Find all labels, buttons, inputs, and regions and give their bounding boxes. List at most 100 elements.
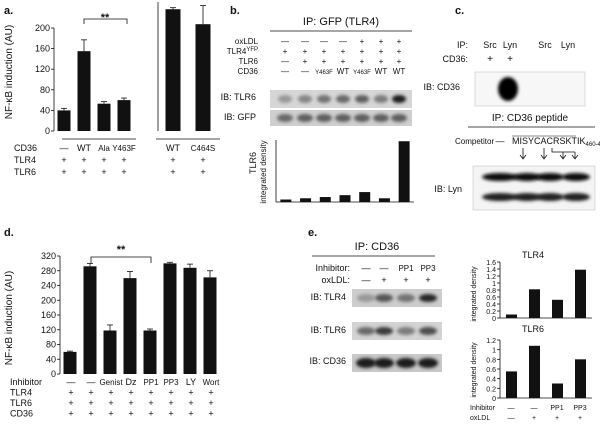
ip-lane-label: Lyn bbox=[561, 40, 575, 50]
panel-label-d: d. bbox=[4, 227, 14, 239]
panel-a-right-chart bbox=[157, 2, 211, 132]
blot-band bbox=[374, 358, 394, 368]
row-value: WT bbox=[393, 67, 406, 76]
row-value: + bbox=[188, 398, 193, 408]
row-value: + bbox=[360, 47, 365, 56]
row-value: + bbox=[148, 409, 153, 419]
row-value: + bbox=[121, 155, 126, 165]
panel-e: IP: CD36 Inhibitor: — — PP1 PP3 oxLDL: — + + + IB… bbox=[309, 241, 592, 422]
y-tick-label: 200 bbox=[35, 23, 50, 33]
row-value: PP1 bbox=[143, 378, 159, 387]
panel-c: IP: CD36: Src Lyn Src Lyn + + IB: CD36 IP: CD… bbox=[423, 40, 600, 211]
row-label: CD36 bbox=[238, 67, 259, 76]
lyn-band bbox=[513, 193, 541, 201]
panel-e-tlr6-title: TLR6 bbox=[522, 324, 544, 334]
panel-label-a: a. bbox=[4, 5, 13, 17]
panel-a-significance-bracket bbox=[83, 18, 128, 24]
y-tick-label: 0.6 bbox=[486, 367, 496, 374]
lyn-band bbox=[482, 193, 518, 201]
panel-c-lane-headers: Src Lyn Src Lyn + + bbox=[483, 40, 575, 65]
panel-a: NF-κB induction (AU) 0 40 80 120 160 200 ** C… bbox=[4, 2, 220, 177]
row-value: + bbox=[381, 275, 386, 285]
row-value: + bbox=[170, 155, 175, 165]
row-value: + bbox=[128, 398, 133, 408]
y-tick-label: 120 bbox=[35, 64, 50, 74]
row-value: PP3 bbox=[420, 264, 436, 273]
y-tick-label: 80 bbox=[46, 340, 56, 350]
blot-band bbox=[392, 95, 406, 103]
blot-band bbox=[357, 294, 375, 302]
row-value: — bbox=[281, 57, 289, 66]
row-value: + bbox=[208, 398, 213, 408]
row-label: TLR6 bbox=[14, 167, 36, 177]
panel-c-peptide-seq: MISYCACRSKTIK bbox=[512, 136, 586, 146]
row-value: + bbox=[283, 47, 288, 56]
bar bbox=[398, 141, 410, 202]
blot-band bbox=[391, 114, 407, 122]
row-value: + bbox=[397, 37, 402, 46]
panel-b-ylabel-bottom: integrated density bbox=[259, 140, 268, 203]
row-value: + bbox=[108, 398, 113, 408]
panel-d-significance: ** bbox=[117, 244, 126, 256]
blot-band bbox=[356, 358, 376, 368]
y-tick-label: 0.4 bbox=[486, 377, 496, 384]
panel-c-cd36-label: CD36: bbox=[442, 54, 468, 64]
row-value: + bbox=[170, 167, 175, 177]
row-value: + bbox=[108, 388, 113, 398]
lyn-band bbox=[513, 173, 541, 181]
bar bbox=[506, 371, 517, 398]
blot-band bbox=[277, 114, 293, 122]
bar bbox=[103, 330, 117, 374]
panel-e-blot-label-cd36: IB: CD36 bbox=[309, 356, 346, 366]
row-value: PP1 bbox=[550, 405, 563, 412]
row-value: — bbox=[380, 263, 389, 273]
row-value: + bbox=[303, 47, 308, 56]
row-value: + bbox=[397, 57, 402, 66]
row-value: + bbox=[403, 275, 408, 285]
panel-b-blot-label-tlr6: IB: TLR6 bbox=[221, 92, 256, 102]
row-value: WT bbox=[375, 67, 388, 76]
row-value: + bbox=[128, 409, 133, 419]
bar bbox=[378, 198, 390, 202]
row-value: Ala bbox=[98, 144, 110, 153]
blot-band bbox=[298, 95, 312, 103]
y-tick-label: 280 bbox=[41, 266, 56, 276]
row-value: + bbox=[101, 155, 106, 165]
row-value: + bbox=[360, 37, 365, 46]
y-tick-label: 0.6 bbox=[486, 295, 496, 302]
blot-band bbox=[419, 294, 437, 302]
blot-band bbox=[418, 358, 438, 368]
row-value: — bbox=[301, 67, 309, 76]
row-value: + bbox=[68, 388, 73, 398]
row-value: C464S bbox=[191, 144, 215, 153]
y-tick-label: 0 bbox=[45, 126, 50, 136]
row-value: + bbox=[532, 415, 536, 422]
panel-label-e: e. bbox=[308, 227, 317, 239]
row-value: + bbox=[360, 57, 365, 66]
row-value: — bbox=[362, 275, 371, 285]
row-value: Dz bbox=[126, 377, 137, 387]
row-value: + bbox=[425, 275, 430, 285]
ip-lane-label: Src bbox=[538, 40, 552, 50]
blot-band bbox=[316, 114, 332, 122]
row-value: — bbox=[508, 415, 515, 422]
panel-e-chart-rows: Inhibitor — — PP1 PP3 oxLDL — + + + bbox=[470, 405, 587, 422]
ip-lane-label: Src bbox=[483, 40, 497, 50]
row-value: + bbox=[88, 388, 93, 398]
arrow-bracket-icon bbox=[551, 148, 579, 160]
bar bbox=[57, 110, 71, 131]
row-value: — bbox=[67, 377, 76, 387]
row-value: + bbox=[61, 167, 66, 177]
panel-d: NF-κB induction (AU) 0 40 80 120 160 200 240 28… bbox=[4, 244, 220, 419]
row-value: + bbox=[68, 409, 73, 419]
blot-band bbox=[396, 358, 416, 368]
panel-b-ylabel-top: TLR6 bbox=[248, 152, 258, 174]
y-tick-label: 0 bbox=[492, 396, 496, 403]
panel-e-condition-rows: Inhibitor: — — PP1 PP3 oxLDL: — + + + bbox=[315, 263, 436, 285]
y-tick-label: 160 bbox=[41, 310, 56, 320]
row-value: + bbox=[108, 409, 113, 419]
y-tick-label: 40 bbox=[40, 105, 50, 115]
arrow-down-icon bbox=[519, 148, 527, 160]
panel-b-density-chart bbox=[275, 140, 414, 203]
bar bbox=[552, 383, 563, 398]
